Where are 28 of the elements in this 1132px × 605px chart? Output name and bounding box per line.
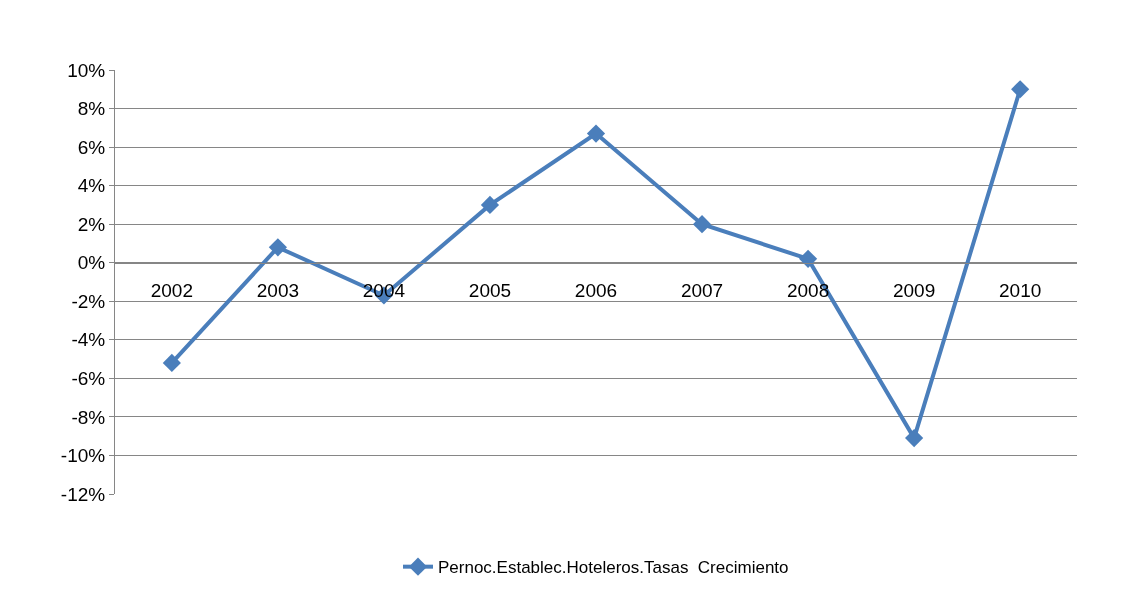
point bbox=[480, 195, 500, 215]
y-tick-label: -12% bbox=[60, 483, 106, 505]
y-tick-label: -10% bbox=[60, 445, 106, 467]
y-tick-label: 8% bbox=[77, 98, 106, 120]
x-tick-label: 2010 bbox=[999, 279, 1042, 301]
y-tick-label: -2% bbox=[71, 290, 106, 312]
point bbox=[905, 429, 924, 448]
y-tick-label: 4% bbox=[77, 175, 106, 197]
point bbox=[586, 124, 606, 143]
legend-label: Pernoc.Establec.Hoteleros.Tasas Crecimiento bbox=[438, 558, 789, 578]
x-tick-label: 2007 bbox=[680, 279, 724, 301]
point bbox=[798, 249, 818, 268]
point bbox=[162, 353, 181, 373]
x-tick-label: 2006 bbox=[574, 279, 618, 301]
x-tick-label: 2003 bbox=[256, 279, 300, 301]
y-tick-label: -6% bbox=[71, 368, 106, 390]
x-tick-label: 2002 bbox=[150, 279, 193, 301]
y-tick-label: -8% bbox=[71, 406, 106, 428]
y-tick-label: 2% bbox=[77, 213, 106, 235]
y-tick-label: 6% bbox=[77, 136, 106, 158]
y-tick-label: 0% bbox=[77, 252, 106, 274]
y-tick-label: 10% bbox=[67, 59, 106, 81]
y-tick-label: -4% bbox=[71, 329, 106, 351]
x-tick-label: 2009 bbox=[892, 279, 936, 301]
point bbox=[268, 238, 287, 257]
point bbox=[692, 215, 712, 234]
point bbox=[1011, 80, 1030, 99]
x-tick-label: 2005 bbox=[468, 279, 512, 301]
